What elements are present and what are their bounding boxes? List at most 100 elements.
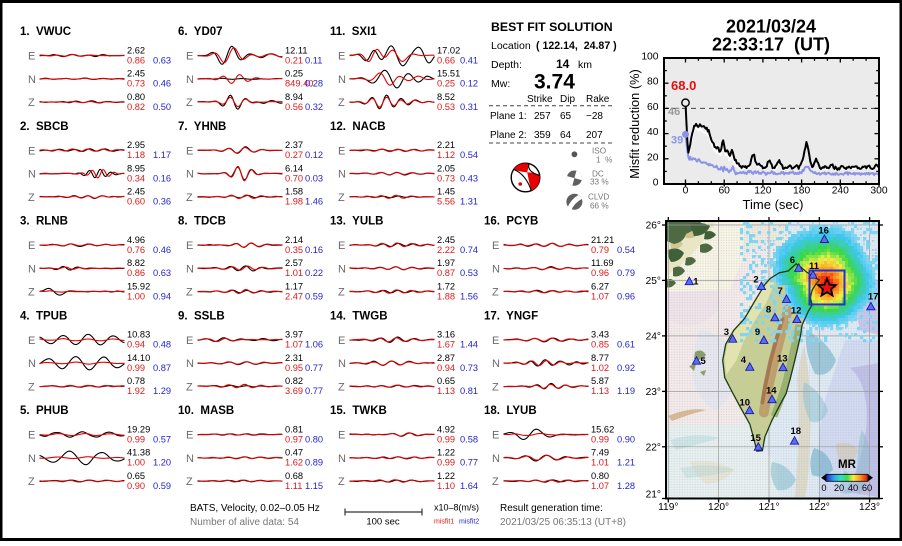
svg-text:0.82: 0.82 [127, 102, 145, 112]
svg-text:2. SBCB: 2. SBCB [20, 121, 69, 133]
svg-text:0.36: 0.36 [153, 197, 171, 207]
svg-text:40: 40 [647, 127, 659, 138]
svg-text:1.44: 1.44 [460, 340, 478, 350]
svg-text:14.10: 14.10 [127, 353, 150, 363]
svg-text:2.95: 2.95 [127, 140, 145, 150]
svg-text:0.81: 0.81 [285, 424, 303, 434]
svg-text:1.17: 1.17 [153, 150, 171, 160]
svg-text:1.06: 1.06 [305, 340, 323, 350]
svg-text:E: E [338, 240, 345, 252]
svg-text:2.21: 2.21 [437, 140, 455, 150]
svg-text:18: 18 [791, 426, 802, 437]
svg-text:4.92: 4.92 [437, 424, 455, 434]
svg-text:14: 14 [556, 57, 570, 71]
svg-text:80: 80 [647, 77, 659, 88]
svg-text:20: 20 [647, 152, 659, 163]
svg-text:Strike: Strike [527, 94, 553, 105]
svg-text:8.77: 8.77 [591, 353, 609, 363]
svg-text:1.02: 1.02 [591, 363, 609, 373]
svg-text:0.79: 0.79 [617, 268, 635, 278]
svg-text:Misfit reduction (%): Misfit reduction (%) [627, 69, 642, 179]
svg-text:257: 257 [534, 111, 551, 122]
svg-text:1.07: 1.07 [591, 481, 609, 491]
svg-text:1.67: 1.67 [437, 340, 455, 350]
svg-text:1.07: 1.07 [285, 340, 303, 350]
svg-text:1.98: 1.98 [285, 197, 303, 207]
svg-text:2.57: 2.57 [285, 258, 303, 268]
svg-text:0.46: 0.46 [153, 79, 171, 89]
svg-text:1.20: 1.20 [153, 458, 171, 468]
svg-text:1. VWUC: 1. VWUC [20, 26, 71, 38]
svg-text:E: E [338, 145, 345, 157]
svg-text:2.45: 2.45 [127, 187, 145, 197]
svg-text:41.38: 41.38 [127, 448, 150, 458]
svg-text:0.99: 0.99 [591, 434, 609, 444]
svg-text:1.00: 1.00 [127, 458, 145, 468]
svg-text:6.27: 6.27 [591, 281, 609, 291]
svg-text:2.47: 2.47 [285, 291, 303, 301]
svg-text:2.05: 2.05 [437, 163, 455, 173]
svg-text:0: 0 [683, 186, 689, 197]
svg-text:0.80: 0.80 [305, 434, 323, 444]
svg-text:11. SXI1: 11. SXI1 [330, 26, 377, 38]
svg-text:0.89: 0.89 [305, 458, 323, 468]
svg-text:0.65: 0.65 [437, 376, 455, 386]
svg-text:0.21: 0.21 [285, 55, 303, 65]
svg-text:E: E [338, 335, 345, 347]
svg-text:3.16: 3.16 [437, 330, 455, 340]
svg-text:E: E [186, 335, 193, 347]
svg-text:1.01: 1.01 [591, 458, 609, 468]
svg-text:0.12: 0.12 [305, 150, 323, 160]
svg-text:1.45: 1.45 [437, 187, 455, 197]
svg-text:2.45: 2.45 [437, 235, 455, 245]
svg-text:0.86: 0.86 [127, 55, 145, 65]
svg-text:0.22: 0.22 [305, 268, 323, 278]
svg-text:Plane 1:: Plane 1: [490, 111, 527, 122]
svg-text:122°: 122° [809, 502, 830, 513]
svg-text:N: N [186, 169, 194, 181]
svg-text:x10–8(m/s): x10–8(m/s) [434, 503, 479, 513]
svg-text:64: 64 [560, 130, 572, 141]
svg-text:0.95: 0.95 [285, 363, 303, 373]
svg-text:8.82: 8.82 [127, 258, 145, 268]
svg-text:E: E [28, 51, 35, 63]
svg-text:1.92: 1.92 [127, 386, 145, 396]
svg-text:0.77: 0.77 [305, 386, 323, 396]
svg-text:N: N [338, 358, 346, 370]
svg-text:18. LYUB: 18. LYUB [484, 405, 537, 417]
svg-text:N: N [338, 453, 346, 465]
svg-text:E: E [338, 430, 345, 442]
svg-text:2.22: 2.22 [437, 245, 455, 255]
svg-text:Plane 2:: Plane 2: [490, 130, 527, 141]
svg-text:km: km [578, 59, 592, 71]
svg-text:Z: Z [492, 287, 499, 299]
svg-text:0.76: 0.76 [127, 245, 145, 255]
svg-text:1.10: 1.10 [437, 481, 455, 491]
svg-text:1.13: 1.13 [437, 386, 455, 396]
svg-text:E: E [28, 430, 35, 442]
svg-text:−28: −28 [586, 111, 603, 122]
svg-text:207: 207 [586, 130, 603, 141]
svg-text:0.74: 0.74 [460, 245, 478, 255]
svg-text:0.11: 0.11 [305, 55, 322, 65]
svg-text:N: N [338, 74, 346, 86]
svg-text:2.37: 2.37 [285, 140, 303, 150]
svg-text:5.56: 5.56 [437, 197, 455, 207]
svg-text:1.12: 1.12 [437, 150, 455, 160]
svg-text:3: 3 [724, 327, 729, 338]
svg-text:Z: Z [28, 192, 35, 204]
svg-text:1.88: 1.88 [437, 291, 455, 301]
svg-text:1.19: 1.19 [617, 386, 635, 396]
svg-text:0.50: 0.50 [153, 102, 171, 112]
svg-text:Mw:: Mw: [491, 78, 510, 90]
svg-text:6.14: 6.14 [285, 163, 303, 173]
svg-text:misfit1: misfit1 [434, 519, 454, 526]
svg-text:N: N [492, 453, 500, 465]
svg-text:Z: Z [28, 97, 35, 109]
svg-text:20: 20 [834, 483, 844, 493]
svg-text:66 %: 66 % [590, 202, 609, 211]
svg-text:0.60: 0.60 [127, 197, 145, 207]
svg-text:E: E [492, 430, 499, 442]
svg-text:Z: Z [338, 287, 345, 299]
svg-text:1.00: 1.00 [127, 291, 145, 301]
